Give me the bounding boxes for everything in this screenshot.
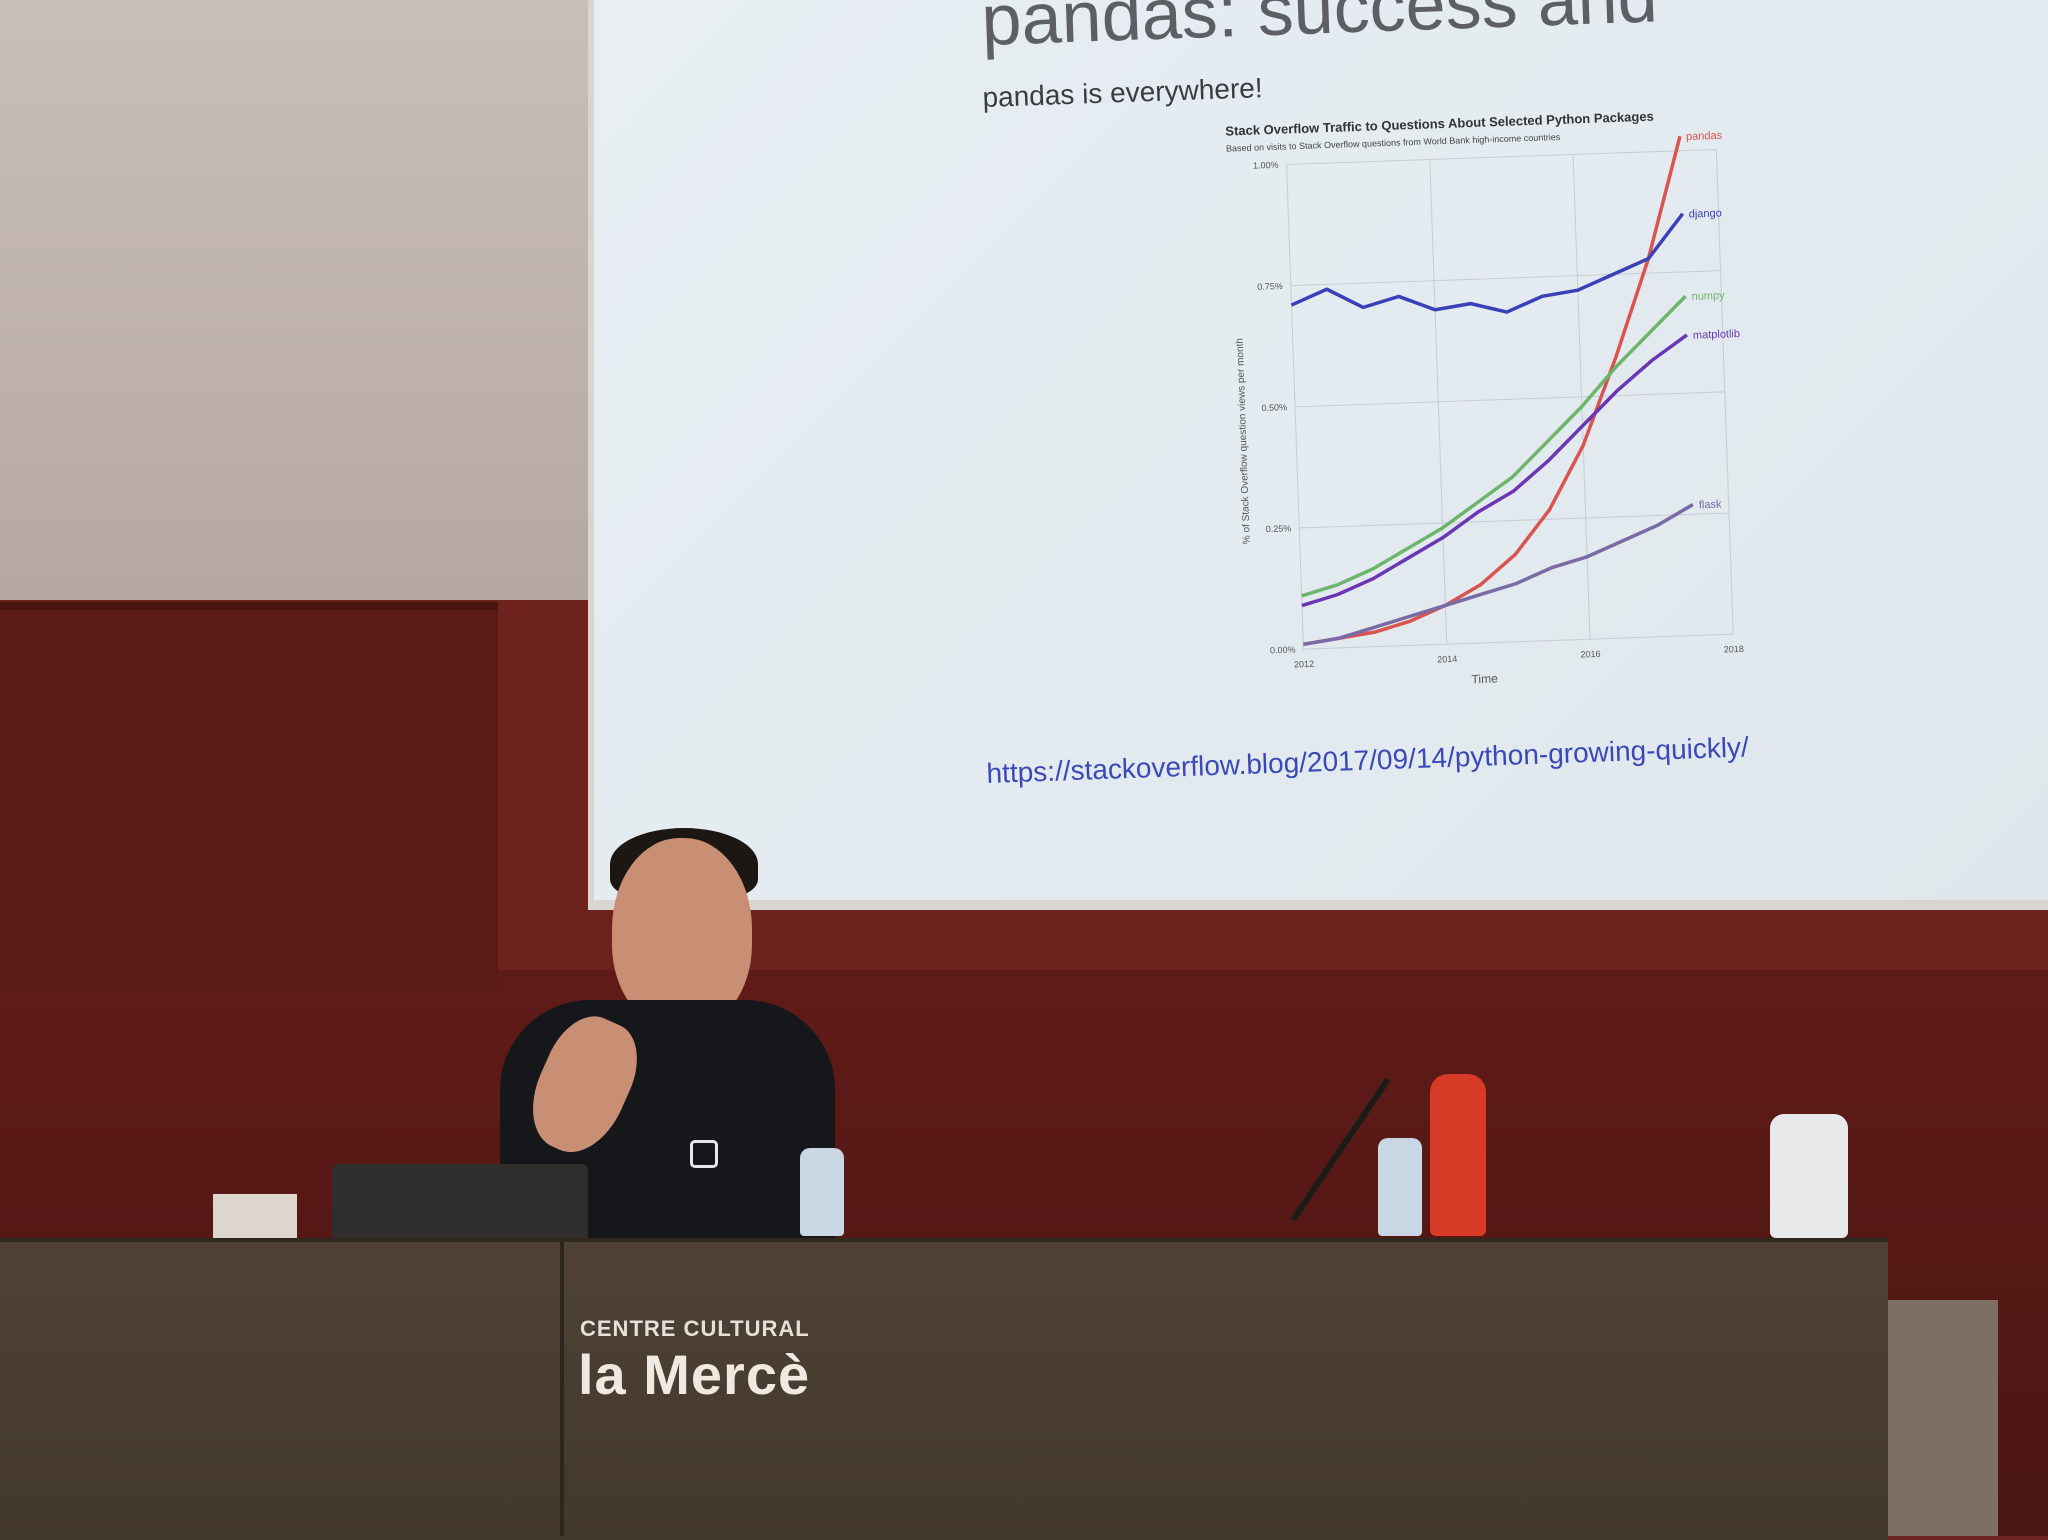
y-tick-label: 0.00% — [1270, 644, 1296, 655]
series-line-django — [1290, 212, 1685, 314]
speaker-head — [612, 838, 752, 1028]
cup — [213, 1194, 297, 1242]
series-line-flask — [1303, 503, 1694, 647]
line-chart: Stack Overflow Traffic to Questions Abou… — [1215, 102, 1795, 701]
x-tick-label: 2018 — [1724, 644, 1744, 655]
x-tick-label: 2014 — [1437, 654, 1457, 665]
y-tick-label: 1.00% — [1253, 160, 1279, 171]
series-line-numpy — [1301, 294, 1687, 598]
series-label-numpy: numpy — [1691, 290, 1725, 303]
series-label-matplotlib: matplotlib — [1693, 328, 1740, 342]
desk-brand-line2: la Mercè — [578, 1343, 811, 1406]
water-bottle-right — [1378, 1138, 1422, 1236]
grid-line-y — [1286, 148, 1717, 165]
series-label-pandas: pandas — [1686, 130, 1723, 143]
desk — [0, 1238, 1888, 1540]
red-bottle — [1430, 1074, 1486, 1236]
projection-screen — [594, 0, 2048, 900]
y-tick-label: 0.75% — [1257, 281, 1283, 292]
chart-axes: 0.00% 0.25% 0.50% 0.75% 1.00% 2012 2014 2016 201… — [1253, 160, 1744, 670]
grid-line-x — [1715, 149, 1734, 635]
chart-svg: Stack Overflow Traffic to Questions Abou… — [1225, 109, 1744, 687]
x-tick-label: 2016 — [1580, 649, 1600, 660]
laptop — [332, 1164, 588, 1242]
grid-line-y — [1303, 633, 1734, 650]
chart-series: pandas django numpy matplotlib flask — [1290, 130, 1740, 647]
wall-panel — [0, 602, 498, 990]
desk-brand-line1: CENTRE CULTURAL — [580, 1316, 810, 1341]
desk-divider — [560, 1238, 564, 1536]
shirt-logo-icon — [690, 1140, 718, 1168]
y-tick-label: 0.50% — [1261, 402, 1287, 413]
chart-x-axis-label: Time — [1471, 671, 1498, 686]
grid-line-x — [1286, 164, 1305, 650]
desk-side — [1888, 1300, 1998, 1536]
grid-line-y — [1295, 391, 1725, 408]
grid-line-y — [1299, 512, 1730, 529]
hand-sanitizer — [1770, 1114, 1848, 1238]
grid-line-y — [1290, 270, 1721, 287]
series-line-matplotlib — [1301, 333, 1688, 608]
y-tick-label: 0.25% — [1266, 523, 1292, 534]
chart-y-axis-label: % of Stack Overflow question views per m… — [1235, 338, 1253, 544]
grid-line-x — [1429, 159, 1448, 645]
water-bottle-left — [800, 1148, 844, 1236]
series-label-django: django — [1689, 207, 1722, 220]
series-line-pandas — [1303, 135, 1682, 647]
x-tick-label: 2012 — [1294, 659, 1314, 670]
series-label-flask: flask — [1699, 499, 1723, 512]
chart-grid — [1286, 148, 1734, 650]
